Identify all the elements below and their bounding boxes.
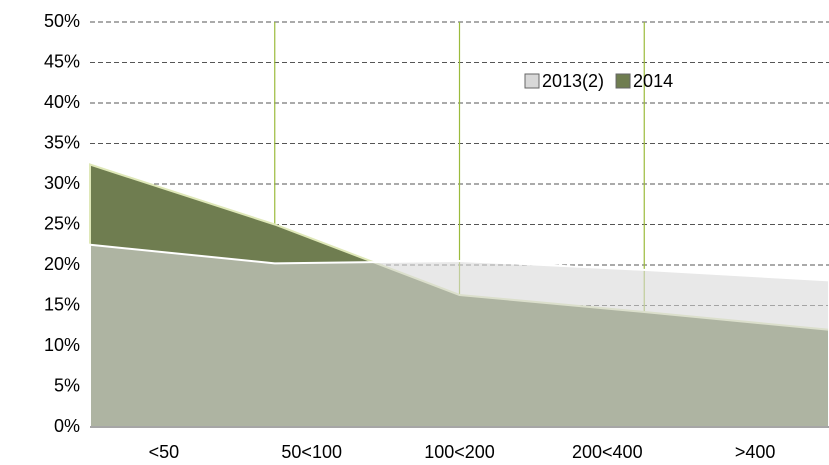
x-tick-label: >400 — [735, 442, 776, 462]
y-tick-label: 10% — [44, 335, 80, 355]
y-tick-label: 30% — [44, 173, 80, 193]
x-tick-label: <50 — [149, 442, 180, 462]
area — [89, 243, 829, 428]
y-tick-label: 35% — [44, 132, 80, 152]
y-tick-label: 5% — [54, 375, 80, 395]
legend-swatch — [615, 73, 631, 89]
legend-label: 2014 — [633, 71, 673, 91]
y-tick-label: 0% — [54, 416, 80, 436]
legend-swatch — [524, 73, 540, 89]
y-tick-label: 45% — [44, 51, 80, 71]
x-tick-label: 200<400 — [572, 442, 643, 462]
y-tick-label: 50% — [44, 11, 80, 31]
y-tick-label: 25% — [44, 213, 80, 233]
x-tick-label: 50<100 — [281, 442, 342, 462]
y-tick-label: 40% — [44, 92, 80, 112]
legend-label: 2013(2) — [542, 71, 604, 91]
y-tick-label: 15% — [44, 294, 80, 314]
y-tick-label: 20% — [44, 254, 80, 274]
x-tick-label: 100<200 — [424, 442, 495, 462]
